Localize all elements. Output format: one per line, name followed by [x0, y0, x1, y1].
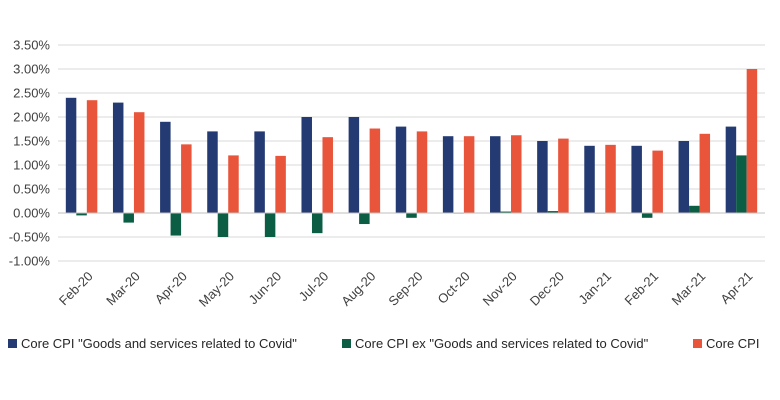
bar-2 — [311, 213, 323, 234]
bar-1 — [65, 97, 77, 213]
bar-1 — [537, 141, 548, 213]
bar-3 — [181, 144, 192, 213]
x-tick-label: Mar-21 — [669, 269, 709, 309]
x-tick-label: Jan-21 — [575, 269, 614, 308]
x-tick-label: Aug-20 — [338, 269, 378, 309]
bar-2 — [76, 213, 87, 216]
bar-1 — [584, 145, 595, 213]
bars — [65, 69, 758, 237]
bar-2 — [264, 213, 276, 237]
x-tick-label: Apr-21 — [717, 269, 755, 307]
y-tick-label: -0.50% — [9, 230, 51, 245]
bar-2 — [170, 213, 182, 236]
y-tick-label: 0.50% — [13, 182, 50, 197]
bar-3 — [652, 150, 663, 213]
legend-swatch — [693, 339, 702, 348]
y-tick-label: 2.00% — [13, 110, 50, 125]
bar-2 — [641, 213, 653, 218]
bar-3 — [228, 155, 239, 213]
bar-1 — [112, 102, 124, 213]
legend-label: Core CPI — [706, 336, 759, 351]
legend-label: Core CPI ex "Goods and services related … — [355, 336, 649, 351]
legend: Core CPI "Goods and services related to … — [8, 336, 759, 351]
bar-2 — [736, 155, 747, 213]
bar-1 — [395, 126, 407, 213]
bar-2 — [547, 211, 559, 213]
y-tick-label: 2.50% — [13, 86, 50, 101]
bar-3 — [133, 112, 145, 213]
x-tick-label: Feb-20 — [56, 269, 96, 309]
bar-3 — [275, 155, 286, 213]
bar-3 — [605, 144, 616, 213]
x-tick-label: Jul-20 — [296, 269, 332, 305]
bar-3 — [463, 136, 475, 213]
bar-1 — [678, 141, 690, 213]
bar-3 — [369, 128, 381, 213]
bar-3 — [86, 100, 98, 213]
y-tick-label: 1.50% — [13, 134, 50, 149]
y-tick-label: 3.00% — [13, 62, 50, 77]
y-axis-ticks: 3.50% 3.00% 2.50% 2.00% 1.50% 1.00% 0.50% 0.00%… — [9, 38, 51, 269]
bar-2 — [689, 205, 700, 213]
y-tick-label: 3.50% — [13, 38, 50, 53]
bar-1 — [207, 131, 218, 213]
bar-2 — [406, 213, 417, 218]
y-tick-label: -1.00% — [9, 254, 51, 269]
bar-2 — [500, 211, 512, 213]
x-tick-label: Jun-20 — [246, 269, 285, 308]
y-tick-label: 0.00% — [13, 206, 50, 221]
x-tick-label: Oct-20 — [435, 269, 473, 307]
x-tick-label: Nov-20 — [480, 269, 520, 309]
bar-1 — [254, 131, 265, 213]
bar-1 — [160, 121, 171, 213]
bar-3 — [746, 69, 758, 213]
bar-3 — [511, 135, 522, 213]
bar-3 — [416, 131, 428, 213]
x-tick-label: Feb-21 — [622, 269, 662, 309]
bar-1 — [725, 126, 737, 213]
bar-3 — [322, 137, 333, 213]
legend-swatch — [342, 339, 351, 348]
x-tick-label: May-20 — [196, 269, 237, 310]
bar-2 — [359, 213, 370, 225]
bar-1 — [442, 136, 454, 213]
bar-3 — [699, 133, 711, 213]
gridlines — [58, 44, 765, 262]
bar-1 — [490, 136, 501, 213]
x-tick-label: Apr-20 — [152, 269, 190, 307]
bar-2 — [217, 213, 229, 237]
legend-label: Core CPI "Goods and services related to … — [21, 336, 297, 351]
bar-1 — [301, 117, 312, 213]
bar-1 — [631, 145, 642, 213]
x-axis-ticks: Feb-20 Mar-20 Apr-20 May-20 Jun-20 Jul-20 Aug-… — [56, 269, 756, 310]
x-tick-label: Dec-20 — [527, 269, 567, 309]
bar-2 — [123, 213, 134, 223]
y-tick-label: 1.00% — [13, 158, 50, 173]
x-tick-label: Sep-20 — [385, 269, 425, 309]
bar-1 — [348, 117, 360, 213]
x-tick-label: Mar-20 — [103, 269, 143, 309]
legend-swatch — [8, 339, 17, 348]
bar-3 — [558, 138, 569, 213]
